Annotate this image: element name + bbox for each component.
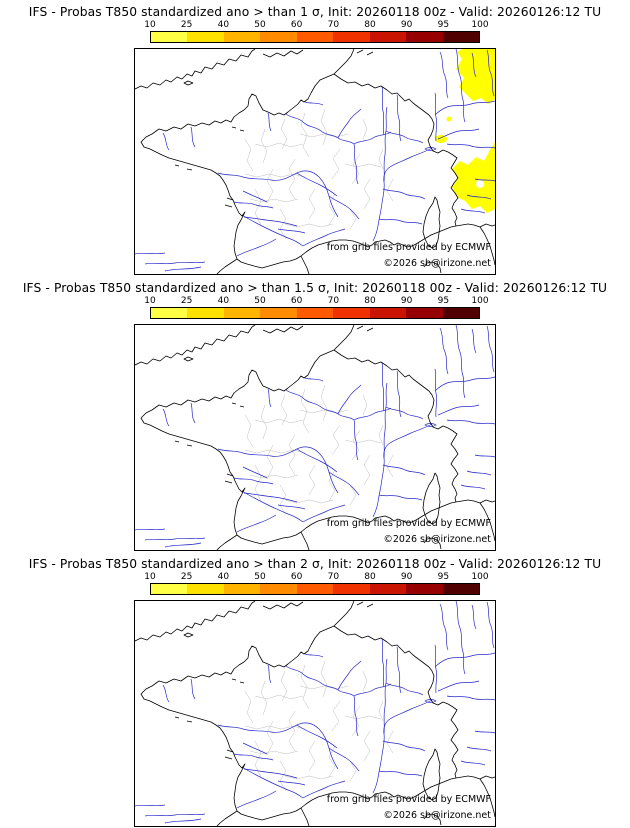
colorbar-tick: 60 [290, 20, 303, 30]
colorbar-segment [442, 32, 479, 42]
colorbar-segment [333, 32, 370, 42]
colorbar-tick: 80 [364, 296, 376, 306]
colorbar-segment [406, 308, 443, 318]
colorbar-segment [369, 32, 407, 42]
colorbar-tick: 80 [364, 20, 376, 30]
panel-title: IFS - Probas T850 standardized ano > tha… [28, 5, 602, 19]
colorbar-bar [150, 31, 480, 43]
credit-copyright: ©2026 sb@irizone.net [383, 534, 491, 545]
colorbar-segment [333, 584, 370, 594]
colorbar-tick: 40 [217, 572, 230, 582]
colorbar-tick: 70 [327, 20, 340, 30]
colorbar-tick: 10 [144, 20, 156, 30]
colorbar-segment [333, 308, 370, 318]
colorbar-tick: 95 [437, 20, 450, 30]
colorbar-segment [260, 32, 297, 42]
colorbar-segment [296, 32, 334, 42]
colorbar: 10 25 40 50 60 70 80 90 95 100 [144, 20, 489, 43]
colorbar-tick-labels: 10 25 40 50 60 70 80 90 95 100 [144, 20, 488, 31]
colorbar-tick: 80 [364, 572, 376, 582]
panel-sigma-1: IFS - Probas T850 standardized ano > tha… [0, 0, 630, 276]
panel-title: IFS - Probas T850 standardized ano > tha… [22, 281, 608, 295]
colorbar-segment [223, 32, 261, 42]
colorbar-segment [296, 308, 334, 318]
colorbar-tick: 95 [437, 572, 450, 582]
colorbar-segment [406, 32, 443, 42]
credit-copyright: ©2026 sb@irizone.net [383, 258, 491, 269]
colorbar-bar [150, 583, 480, 595]
france-basemap [135, 49, 495, 274]
credit-ecmwf: from grib files provided by ECMWF [327, 242, 491, 253]
colorbar-segment [151, 32, 188, 42]
colorbar: 10 25 40 50 60 70 80 90 95 100 [144, 296, 489, 319]
colorbar-tick: 100 [471, 20, 489, 30]
colorbar-tick: 25 [180, 20, 193, 30]
colorbar-tick: 100 [471, 296, 489, 306]
colorbar-tick: 25 [180, 296, 193, 306]
colorbar-segment [187, 32, 224, 42]
colorbar-segment [187, 584, 224, 594]
france-basemap [135, 325, 495, 550]
credit-ecmwf: from grib files provided by ECMWF [327, 794, 491, 805]
colorbar-tick: 90 [400, 296, 413, 306]
colorbar-tick: 50 [254, 572, 266, 582]
colorbar-tick: 60 [290, 572, 303, 582]
colorbar-tick: 10 [144, 296, 156, 306]
colorbar-segment [151, 308, 188, 318]
colorbar-segment [442, 584, 479, 594]
colorbar-tick: 50 [254, 20, 266, 30]
colorbar-tick: 10 [144, 572, 156, 582]
france-basemap [135, 601, 495, 826]
colorbar-tick: 90 [400, 20, 413, 30]
colorbar-tick: 100 [471, 572, 489, 582]
colorbar-tick-labels: 10 25 40 50 60 70 80 90 95 100 [144, 296, 488, 307]
colorbar-tick: 60 [290, 296, 303, 306]
colorbar-segment [223, 584, 261, 594]
colorbar-tick: 25 [180, 572, 193, 582]
panel-sigma-2: IFS - Probas T850 standardized ano > tha… [0, 552, 630, 828]
map-frame: from grib files provided by ECMWF ©2026 … [134, 48, 496, 275]
colorbar-tick: 40 [217, 20, 230, 30]
map-sigma-2: from grib files provided by ECMWF ©2026 … [135, 601, 495, 826]
colorbar-segment [260, 308, 297, 318]
colorbar-segment [369, 584, 407, 594]
colorbar-tick: 90 [400, 572, 413, 582]
colorbar-tick: 40 [217, 296, 230, 306]
credit-ecmwf: from grib files provided by ECMWF [327, 518, 491, 529]
map-sigma-1: from grib files provided by ECMWF ©2026 … [135, 49, 495, 274]
panel-sigma-1-5: IFS - Probas T850 standardized ano > tha… [0, 276, 630, 552]
colorbar-segment [406, 584, 443, 594]
colorbar-bar [150, 307, 480, 319]
colorbar-tick: 50 [254, 296, 266, 306]
colorbar-tick: 70 [327, 296, 340, 306]
colorbar-tick: 95 [437, 296, 450, 306]
colorbar-segment [151, 584, 188, 594]
map-sigma-1-5: from grib files provided by ECMWF ©2026 … [135, 325, 495, 550]
panel-title: IFS - Probas T850 standardized ano > tha… [28, 557, 602, 571]
colorbar-segment [187, 308, 224, 318]
colorbar-segment [296, 584, 334, 594]
colorbar-segment [442, 308, 479, 318]
colorbar-segment [223, 308, 261, 318]
colorbar: 10 25 40 50 60 70 80 90 95 100 [144, 572, 489, 595]
colorbar-tick: 70 [327, 572, 340, 582]
credit-copyright: ©2026 sb@irizone.net [383, 810, 491, 821]
map-frame: from grib files provided by ECMWF ©2026 … [134, 600, 496, 827]
colorbar-segment [260, 584, 297, 594]
colorbar-tick-labels: 10 25 40 50 60 70 80 90 95 100 [144, 572, 488, 583]
colorbar-segment [369, 308, 407, 318]
map-frame: from grib files provided by ECMWF ©2026 … [134, 324, 496, 551]
